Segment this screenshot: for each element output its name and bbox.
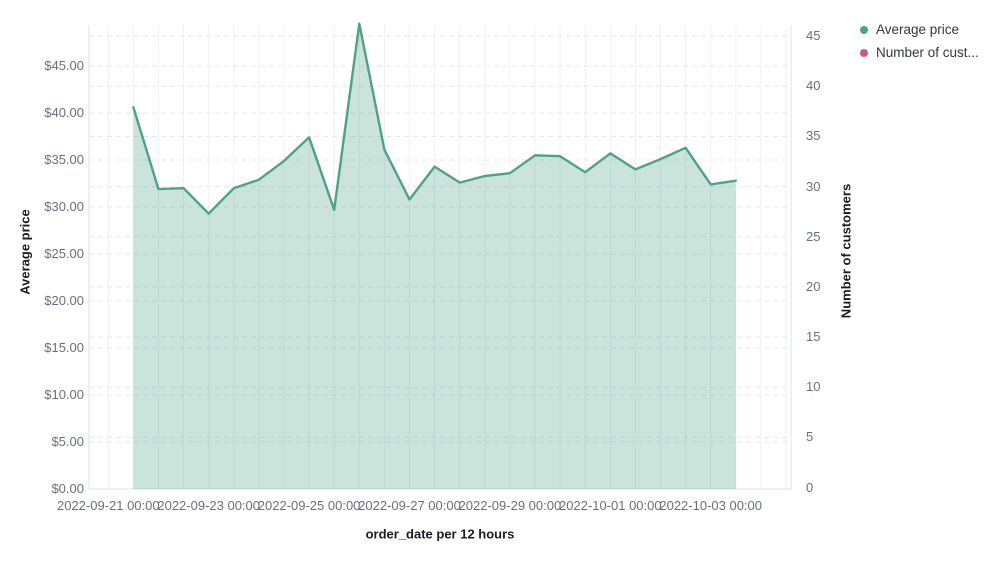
y-axis-left-tick-label: $30.00	[44, 199, 84, 214]
y-axis-left-tick-label: $5.00	[51, 434, 84, 449]
y-axis-left-tick-label: $0.00	[51, 481, 84, 496]
legend-item-average-price[interactable]: Average price	[860, 22, 979, 38]
x-axis-tick-label: 2022-10-01 00:00	[558, 498, 662, 513]
legend: Average price Number of cust...	[860, 22, 979, 61]
y-axis-right-tick-label: 20	[806, 278, 821, 294]
legend-color-dot-icon	[860, 26, 868, 34]
x-axis-title: order_date per 12 hours	[365, 526, 515, 542]
y-axis-right-tick-label: 15	[806, 329, 821, 345]
y-axis-right-tick-label: 40	[806, 78, 821, 94]
x-axis-tick-label: 2022-09-25 00:00	[257, 498, 361, 513]
y-axis-right-tick-label: 30	[806, 178, 821, 194]
x-axis-tick-label: 2022-09-29 00:00	[458, 498, 562, 513]
y-axis-right-tick-label: 5	[806, 429, 814, 445]
y-axis-left-tick-label: $15.00	[44, 340, 84, 355]
y-axis-left-tick-label: $40.00	[44, 105, 84, 120]
legend-color-dot-icon	[860, 49, 868, 57]
average-price-area	[133, 23, 736, 489]
legend-item-label: Average price	[876, 22, 960, 37]
y-axis-right-tick-label: 0	[806, 479, 814, 495]
x-axis-tick-label: 2022-09-21 00:00	[56, 498, 160, 513]
x-axis-tick-label: 2022-09-27 00:00	[358, 498, 461, 513]
y-axis-left-tick-label: $35.00	[44, 152, 84, 167]
legend-item-label: Number of cust...	[876, 45, 979, 60]
y-axis-left-tick-label: $10.00	[44, 387, 84, 402]
x-axis-tick-label: 2022-10-03 00:00	[659, 498, 763, 513]
y-axis-left-title: Average price	[17, 209, 33, 295]
y-axis-right-tick-label: 35	[806, 128, 821, 144]
y-axis-right-tick-label: 25	[806, 228, 821, 244]
y-axis-right-tick-label: 10	[806, 379, 821, 395]
y-axis-right-tick-label: 45	[806, 28, 821, 44]
y-axis-right-title: Number of customers	[838, 183, 854, 319]
y-axis-left-tick-label: $45.00	[44, 58, 84, 73]
legend-item-number-of-customers[interactable]: Number of cust...	[860, 45, 979, 61]
y-axis-left-tick-label: $20.00	[44, 293, 84, 308]
average-price-line	[132, 22, 737, 215]
y-axis-left-tick-label: $25.00	[44, 246, 84, 261]
x-axis-tick-label: 2022-09-23 00:00	[157, 498, 261, 513]
